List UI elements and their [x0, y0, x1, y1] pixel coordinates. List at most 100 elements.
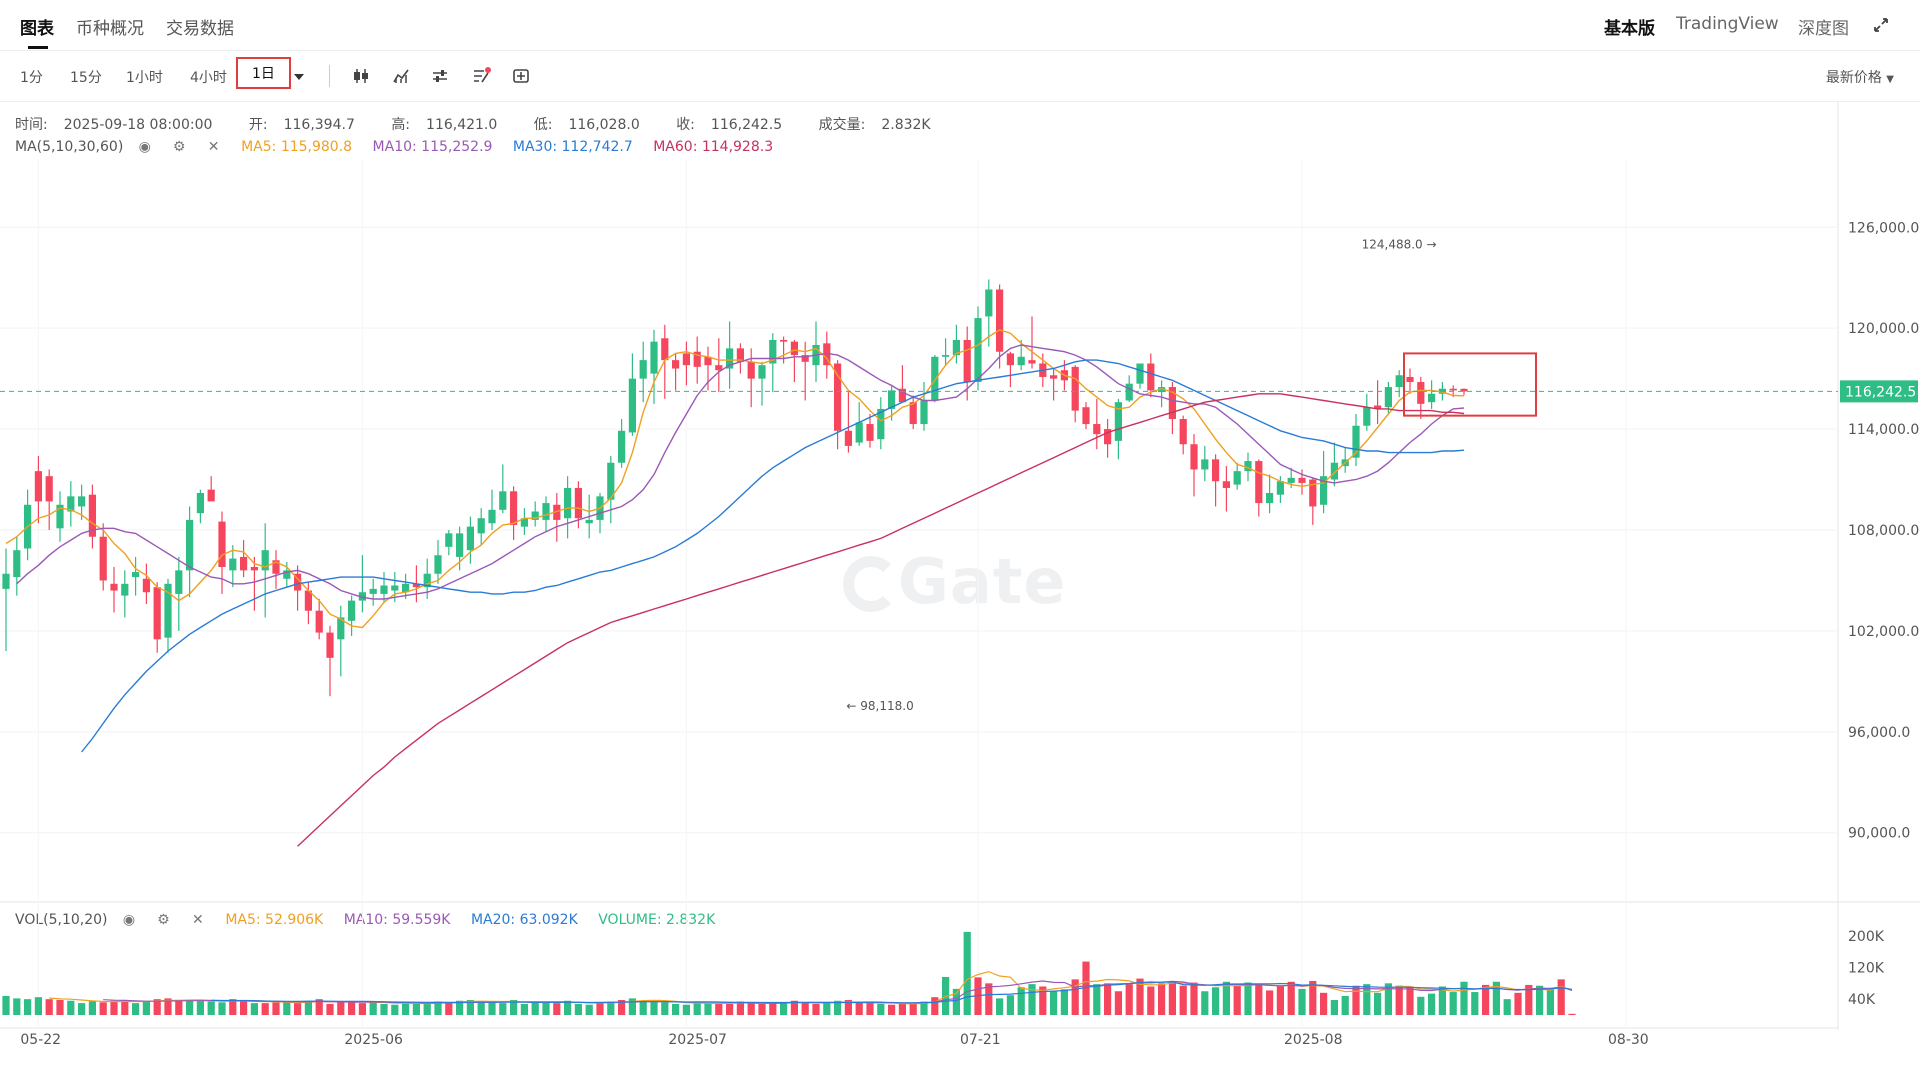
volume-bar	[1168, 981, 1176, 1015]
candle-body	[380, 585, 388, 594]
volume-bar	[1050, 991, 1058, 1015]
close-icon[interactable]: ✕	[207, 139, 220, 155]
candle-body	[1147, 363, 1155, 391]
volume-bar	[963, 931, 971, 1015]
candle-body	[391, 585, 399, 591]
volume-bar	[153, 999, 161, 1015]
candle-body	[1168, 387, 1176, 419]
time-label: 时间:	[15, 117, 48, 133]
candle-body	[175, 570, 183, 594]
x-tick-label: 08-30	[1608, 1032, 1649, 1048]
candle-body	[952, 339, 960, 356]
volume-bar	[952, 988, 960, 1015]
interval-1h[interactable]: 1小时	[126, 70, 163, 86]
tab-tradingview[interactable]: TradingView	[1676, 14, 1779, 34]
volume-bar	[1309, 980, 1317, 1015]
latest-price-select[interactable]: 最新价格 ▼	[1826, 67, 1894, 87]
volume-bar	[283, 1001, 291, 1015]
volume-bar	[618, 999, 626, 1015]
candle-body	[931, 356, 939, 401]
candle-body	[574, 487, 582, 519]
candle-body	[585, 519, 593, 524]
tab-coin-overview[interactable]: 币种概况	[76, 19, 144, 39]
ma60-line	[297, 393, 1465, 847]
vol-legend-name: VOL(5,10,20)	[15, 912, 108, 928]
volume-bar	[1298, 988, 1306, 1015]
interval-dropdown-icon[interactable]	[292, 72, 306, 82]
tab-chart[interactable]: 图表	[20, 19, 54, 39]
tab-trade-data[interactable]: 交易数据	[166, 19, 234, 39]
volume-bar	[261, 1003, 269, 1015]
tab-depth-chart[interactable]: 深度图	[1798, 19, 1849, 39]
candle-body	[542, 503, 550, 520]
settings-icon[interactable]: ⚙	[172, 139, 186, 155]
candle-body	[682, 353, 690, 366]
volume-bar	[1093, 984, 1101, 1015]
volume-value: 2.832K	[881, 117, 931, 133]
candle-body	[1417, 382, 1425, 404]
volume-bar	[1017, 987, 1025, 1015]
candle-body	[898, 388, 906, 403]
candle-body	[423, 573, 431, 588]
candle-body	[1395, 375, 1403, 388]
ma10-line	[16, 344, 1465, 600]
ma-legend-name: MA(5,10,30,60)	[15, 139, 124, 155]
vol-ma10-line	[103, 980, 1573, 1004]
candle-body	[1352, 425, 1360, 458]
volume-bar	[931, 997, 939, 1015]
candle-body	[1017, 356, 1025, 366]
candle-body	[34, 471, 42, 502]
volume-bar	[2, 996, 10, 1015]
interval-1m[interactable]: 1分	[20, 70, 43, 86]
candle-body	[715, 365, 723, 371]
interval-15m[interactable]: 15分	[70, 70, 102, 86]
eye-icon[interactable]: ◉	[138, 139, 151, 155]
high-value: 116,421.0	[426, 117, 498, 133]
candle-body	[974, 318, 982, 382]
volume-bar	[175, 999, 183, 1015]
volume-bar	[1492, 981, 1500, 1015]
volume-bar	[456, 1000, 464, 1015]
drawing-tools-icon[interactable]	[472, 67, 492, 85]
candle-type-icon[interactable]	[352, 67, 372, 85]
ma-legend: MA(5,10,30,60) ◉ ⚙ ✕ MA5: 115,980.8 MA10…	[15, 139, 789, 155]
interval-4h[interactable]: 4小时	[190, 70, 227, 86]
interval-1d[interactable]: 1日	[236, 57, 291, 89]
candle-body	[1460, 388, 1468, 392]
vol-ma5-value: MA5: 52.906K	[225, 912, 324, 928]
candle-body	[477, 518, 485, 534]
volume-bar	[1460, 981, 1468, 1015]
tab-basic[interactable]: 基本版	[1604, 19, 1655, 39]
vol-settings-icon[interactable]: ⚙	[157, 912, 170, 928]
volume-bar	[1158, 983, 1166, 1015]
vol-eye-icon[interactable]: ◉	[122, 912, 136, 928]
volume-bar	[661, 1002, 669, 1015]
candle-body	[747, 361, 755, 379]
volume-bar	[942, 977, 950, 1015]
volume-bar	[1125, 984, 1133, 1015]
volume-bar	[56, 999, 64, 1015]
fullscreen-icon[interactable]	[1872, 16, 1890, 34]
candle-body	[1082, 407, 1090, 425]
candle-body	[358, 592, 366, 601]
candle-body	[1039, 363, 1047, 377]
layout-icon[interactable]	[512, 67, 532, 85]
candle-body	[672, 360, 680, 369]
volume-bar	[13, 998, 21, 1015]
vol-close-icon[interactable]: ✕	[192, 912, 204, 928]
volume-bar	[650, 1001, 658, 1015]
candle-body	[1374, 405, 1382, 409]
volume-bar	[1006, 995, 1014, 1015]
volume-bar	[1417, 996, 1425, 1015]
volume-bar	[1244, 982, 1252, 1015]
volume-tick-label: 200K	[1848, 929, 1885, 945]
candle-body	[2, 573, 10, 589]
high-label: 高:	[391, 117, 411, 133]
indicators-icon[interactable]	[392, 67, 412, 85]
volume-bar	[834, 1000, 842, 1015]
volume-bar	[510, 999, 518, 1015]
volume-bar	[574, 1003, 582, 1015]
settings-sliders-icon[interactable]	[431, 67, 451, 85]
volume-bar	[747, 1003, 755, 1015]
volume-bar	[45, 999, 53, 1015]
